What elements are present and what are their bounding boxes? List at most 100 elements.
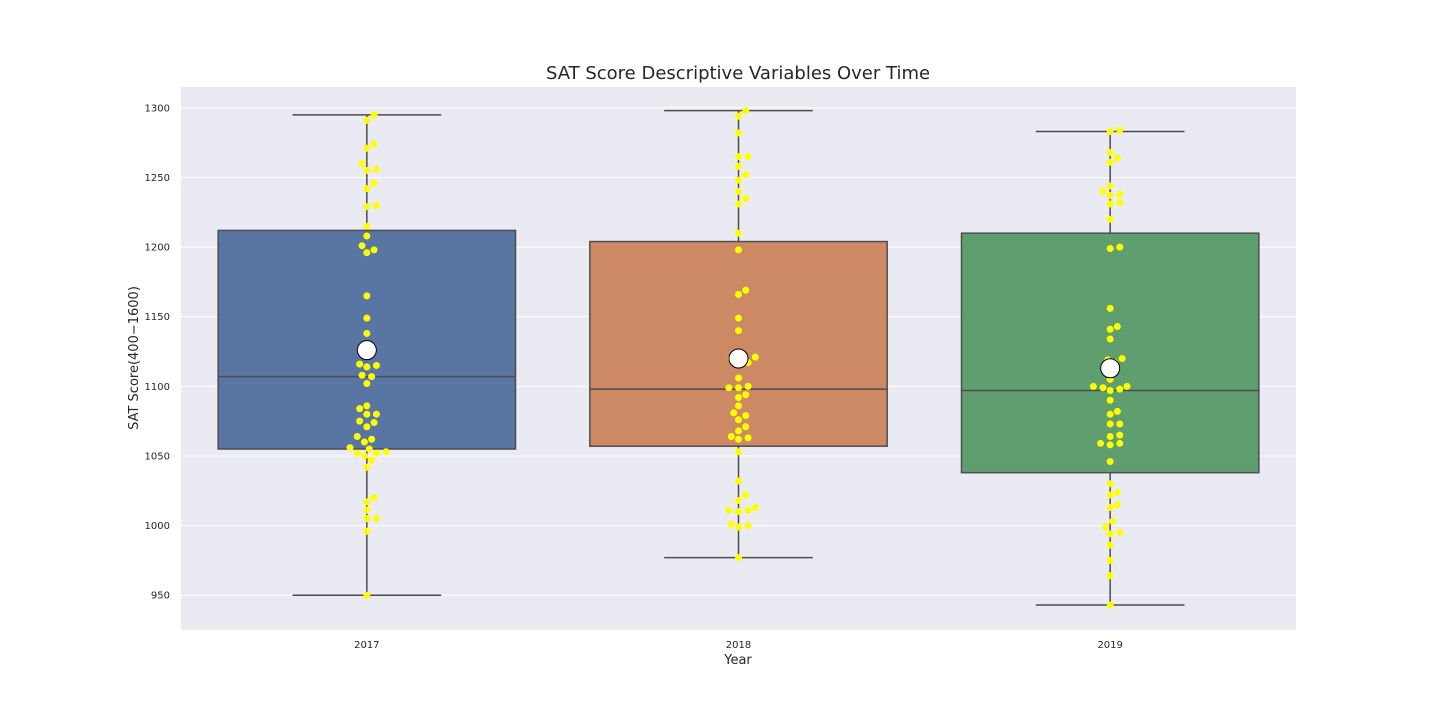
point-2019-1073 — [1116, 420, 1124, 428]
point-2017-1005 — [363, 515, 371, 523]
point-2018-1258 — [735, 162, 742, 170]
point-2017-1052 — [372, 449, 380, 457]
point-2019-1134 — [1106, 335, 1114, 343]
point-2019-1231 — [1106, 200, 1114, 208]
point-2017-1196 — [363, 249, 371, 257]
point-2019-975 — [1106, 556, 1114, 564]
point-2019-1064 — [1106, 432, 1114, 440]
point-2018-999 — [735, 523, 742, 531]
point-2018-1000 — [744, 522, 752, 530]
point-2017-1050 — [360, 452, 368, 460]
point-2017-1056 — [346, 444, 354, 452]
point-2017-1080 — [363, 410, 371, 418]
point-2018-1140 — [735, 327, 742, 335]
point-2017-1005 — [372, 515, 380, 523]
point-2017-1075 — [356, 417, 364, 425]
point-2019-1097 — [1106, 387, 1114, 395]
point-2017-1074 — [370, 419, 378, 427]
box-group — [217, 109, 1260, 606]
point-2018-1248 — [735, 176, 742, 184]
point-2019-1232 — [1116, 199, 1124, 207]
point-2019-995 — [1116, 529, 1124, 537]
point-2017-1230 — [372, 201, 380, 209]
point-2017-1260 — [358, 160, 366, 168]
point-2017-1115 — [372, 361, 380, 369]
point-2018-1092 — [735, 393, 742, 401]
point-2019-964 — [1106, 572, 1114, 580]
box-2018 — [589, 240, 888, 447]
point-2018-1053 — [735, 448, 742, 456]
point-2019-1058 — [1106, 441, 1114, 449]
y-tick-1100: 1100 — [145, 382, 170, 393]
point-2019-1059 — [1116, 439, 1124, 447]
point-2017-1242 — [363, 185, 371, 193]
point-2019-1073 — [1106, 420, 1114, 428]
point-2018-1231 — [735, 200, 742, 208]
point-2019-1120 — [1118, 355, 1126, 362]
point-2017-1255 — [363, 167, 371, 175]
point-2019-1261 — [1106, 158, 1114, 166]
point-2018-1062 — [735, 435, 742, 443]
point-2019-1264 — [1113, 154, 1121, 162]
point-2019-1065 — [1116, 431, 1124, 439]
point-2017-1062 — [368, 435, 376, 443]
point-2019-1099 — [1099, 384, 1107, 392]
point-2018-1265 — [744, 153, 752, 161]
y-tick-1000: 1000 — [145, 521, 170, 532]
point-2017-1165 — [363, 292, 371, 300]
x-tick-labels: 2017 2018 2019 — [354, 640, 1123, 651]
point-2018-1282 — [735, 129, 742, 137]
point-2017-1053 — [382, 448, 390, 456]
point-2017-1042 — [363, 463, 371, 471]
x-tick-2018: 2018 — [726, 640, 751, 651]
point-2017-1052 — [353, 449, 361, 457]
point-2018-1010 — [735, 508, 742, 516]
point-2018-1169 — [742, 286, 750, 294]
point-2017-1084 — [356, 405, 364, 413]
point-2018-1086 — [735, 402, 742, 410]
point-2017-1060 — [360, 438, 368, 446]
point-2018-1032 — [735, 477, 742, 485]
point-2019-1237 — [1106, 192, 1114, 200]
point-2017-1055 — [365, 445, 373, 453]
mean-marker-2018 — [728, 348, 749, 369]
point-2018-1079 — [742, 412, 750, 420]
point-2017-1138 — [363, 329, 371, 337]
y-tick-1300: 1300 — [145, 103, 170, 114]
point-2017-1198 — [370, 246, 378, 254]
point-2017-1017 — [363, 498, 371, 506]
point-2017-1047 — [368, 456, 376, 464]
point-2017-1208 — [363, 232, 371, 240]
point-2017-1107 — [368, 373, 376, 381]
point-2019-1100 — [1123, 382, 1131, 390]
point-2017-1102 — [363, 380, 371, 388]
point-2018-1001 — [727, 520, 735, 528]
y-tick-1150: 1150 — [145, 312, 170, 323]
point-2019-1090 — [1106, 396, 1114, 404]
point-2018-1099 — [725, 384, 733, 392]
point-2019-1268 — [1106, 148, 1114, 156]
point-2017-1071 — [363, 423, 371, 431]
point-2019-1220 — [1106, 215, 1114, 223]
point-2019-1015 — [1113, 501, 1121, 509]
y-tick-950: 950 — [151, 591, 170, 602]
point-2018-1064 — [727, 432, 735, 440]
point-2019-1080 — [1106, 410, 1114, 418]
point-2017-1114 — [363, 363, 371, 371]
point-2018-1081 — [730, 409, 738, 417]
point-2017-1295 — [370, 111, 378, 119]
point-2019-1156 — [1106, 304, 1114, 312]
point-2017-1274 — [370, 140, 378, 148]
point-2018-1235 — [742, 194, 750, 202]
point-2017-1020 — [370, 494, 378, 502]
point-2019-994 — [1106, 530, 1114, 538]
point-2019-999 — [1101, 523, 1109, 531]
y-tick-1250: 1250 — [145, 173, 170, 184]
point-2019-1141 — [1106, 325, 1114, 333]
point-2017-1064 — [353, 432, 361, 440]
point-2018-1298 — [742, 107, 750, 115]
point-2019-1143 — [1113, 322, 1121, 330]
point-2018-1076 — [735, 416, 742, 424]
y-tick-labels: 950 1000 1050 1100 1150 1200 1250 1300 — [145, 103, 170, 601]
